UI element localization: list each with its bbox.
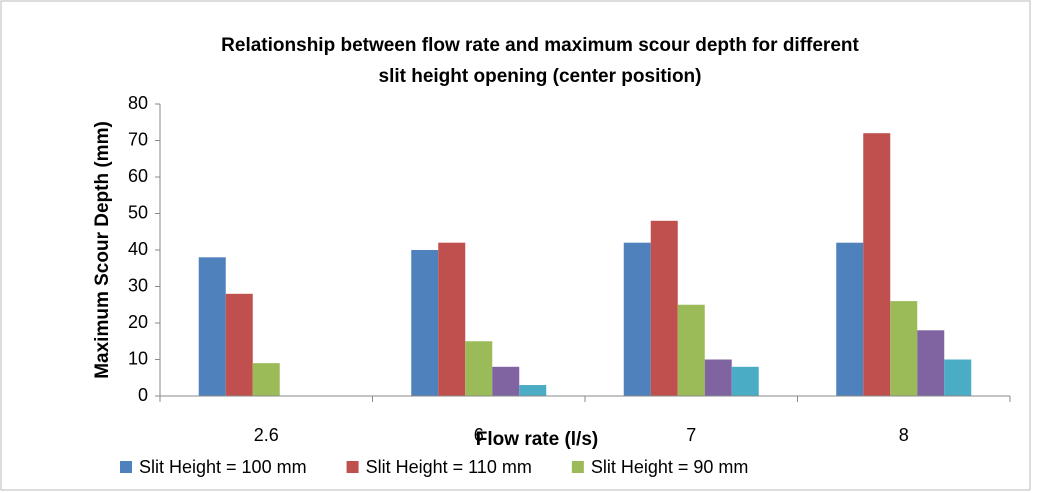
- bar: [252, 363, 280, 396]
- y-tick-label: 60: [128, 166, 148, 186]
- legend-label: Slit Height = 100 mm: [139, 457, 307, 477]
- bar: [917, 330, 945, 396]
- y-tick-label: 30: [128, 275, 148, 295]
- x-tick-label: 7: [686, 425, 696, 445]
- y-tick-label: 20: [128, 312, 148, 332]
- bar: [198, 257, 226, 396]
- legend-swatch: [120, 461, 132, 473]
- bar: [623, 242, 651, 396]
- bar: [438, 242, 466, 396]
- x-tick-label: 2.6: [254, 425, 279, 445]
- y-tick-label: 80: [128, 93, 148, 113]
- bar: [704, 359, 732, 396]
- bar: [863, 133, 891, 396]
- bar: [836, 242, 864, 396]
- y-tick-label: 10: [128, 348, 148, 368]
- y-tick-label: 0: [138, 385, 148, 405]
- bar: [731, 366, 759, 396]
- bar: [411, 250, 439, 396]
- bar: [650, 220, 678, 396]
- bar: [890, 301, 918, 396]
- x-tick-label: 8: [899, 425, 909, 445]
- bar: [492, 366, 520, 396]
- y-tick-label: 70: [128, 129, 148, 149]
- legend-swatch: [571, 461, 584, 473]
- bar: [944, 359, 972, 396]
- bar: [677, 304, 705, 396]
- bar: [465, 341, 493, 396]
- bar: [225, 293, 253, 396]
- y-axis-label: Maximum Scour Depth (mm): [92, 121, 113, 379]
- legend-swatch: [346, 461, 359, 473]
- legend-label: Slit Height = 90 mm: [591, 457, 749, 477]
- y-tick-label: 50: [128, 202, 148, 222]
- chart-title: Relationship between flow rate and maxim…: [221, 35, 859, 56]
- x-tick-label: 6: [474, 425, 484, 445]
- bar: [519, 385, 547, 396]
- y-tick-label: 40: [128, 239, 148, 259]
- chart-title: slit height opening (center position): [379, 66, 702, 87]
- legend-label: Slit Height = 110 mm: [366, 457, 532, 477]
- x-axis-label: Flow rate (l/s): [476, 429, 598, 450]
